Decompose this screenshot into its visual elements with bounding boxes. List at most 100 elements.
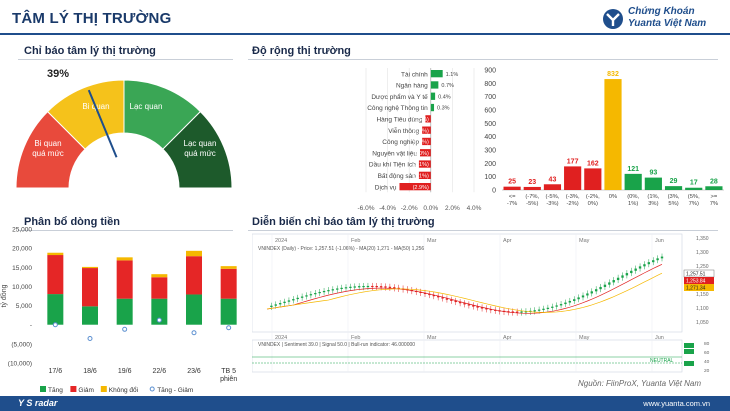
candle-body: [581, 295, 585, 298]
distribution-bar: [624, 173, 642, 190]
flow-bar-segment: [47, 255, 64, 295]
candle-body: [450, 299, 453, 301]
legend-label: Tăng - Giảm: [157, 387, 193, 394]
candle-body: [524, 311, 528, 313]
y-tick-label: 200: [484, 161, 496, 168]
candle-body: [555, 305, 558, 307]
distribution-bar: [705, 186, 723, 190]
category-label: Dịch vụ: [375, 184, 397, 191]
candle-body: [463, 303, 466, 305]
sector-bar: [430, 92, 436, 100]
price-tick-label: 1,150: [696, 292, 709, 298]
data-label: 121: [627, 166, 639, 173]
sector-bar: [430, 81, 439, 89]
category-label: Công nghệ Thông tin: [367, 105, 428, 112]
flow-bar-segment: [151, 298, 168, 325]
data-label: 23: [528, 179, 536, 186]
value-label: 1.1%: [446, 72, 459, 78]
distribution-bar: [685, 187, 703, 190]
candle-body: [546, 307, 550, 309]
candle-body: [423, 292, 427, 295]
candle-body: [594, 289, 598, 292]
gauge-zone-label: Lạc quan: [184, 139, 217, 148]
yuanta-logo-icon: [603, 9, 623, 29]
x-tick-label: 23/6: [187, 368, 201, 375]
candle-body: [634, 268, 637, 271]
distribution-bar: [644, 177, 662, 190]
candle-body: [283, 301, 286, 304]
y-tick-label: 20,000: [12, 246, 32, 253]
candle-body: [480, 307, 484, 309]
sentiment-history-chart: 2024 2024 Feb Feb Mar Mar Apr Apr May May Jun Jun VN…: [252, 233, 715, 374]
candle-body: [379, 286, 383, 288]
flow-bar-segment: [47, 294, 64, 325]
flow-bar-segment: [220, 298, 237, 325]
oscillator-tag: [684, 343, 694, 348]
net-flow-dot: [52, 322, 58, 328]
candle-body: [485, 308, 488, 310]
source-note: Nguồn: FiinProX, Yuanta Việt Nam: [578, 379, 702, 388]
candle-body: [375, 285, 378, 288]
candle-body: [542, 308, 545, 310]
candle-body: [270, 305, 273, 307]
oscillator-tag: [684, 349, 694, 354]
candle-body: [559, 304, 563, 306]
y-tick-label: 500: [484, 121, 496, 128]
candle-body: [305, 295, 308, 297]
x-tick-label: 22/6: [153, 368, 167, 375]
candle-body: [344, 287, 348, 289]
candle-body: [621, 275, 624, 278]
candle-body: [331, 289, 335, 291]
candle-body: [314, 293, 317, 295]
candle-body: [573, 299, 576, 301]
month-label: Jun: [655, 238, 664, 244]
candle-body: [296, 297, 299, 300]
price-tag: [684, 284, 714, 291]
candle-body: [643, 264, 646, 267]
data-label: 43: [549, 176, 557, 183]
candle-body: [274, 304, 277, 306]
y-tick-label: 100: [484, 174, 496, 181]
page-title: TÂM LÝ THỊ TRƯỜNG: [12, 10, 172, 27]
category-label: Viễn thông: [388, 126, 419, 135]
data-label: 29: [670, 178, 678, 185]
x-tick-label: 7%): [689, 201, 699, 207]
candle-body: [366, 285, 370, 288]
candle-body: [652, 260, 655, 263]
breadth-section-title: Độ rộng thị trường: [252, 45, 351, 57]
net-flow-dot: [87, 335, 93, 341]
data-label: 25: [508, 179, 516, 186]
sector-bar: [420, 149, 431, 157]
value-label: (1.0%): [413, 151, 429, 157]
price-tick-label: 1,100: [696, 306, 709, 312]
price-distribution-chart: 0 100 200 300 400 500 600 700 800 900 25 <=-7% 23 (-7…: [484, 68, 724, 207]
x-tick-label: <=: [509, 194, 516, 200]
candle-body: [445, 298, 449, 300]
footer: Y S radar www.yuanta.com.vn: [0, 396, 730, 411]
y-axis-label: tỷ đồng: [0, 284, 8, 307]
chart-info-text: VNINDEX (Daily) - Price: 1,257.51 (-1.06…: [258, 246, 424, 252]
x-tick-label: 5%): [668, 201, 678, 207]
candle-body: [353, 286, 356, 288]
net-flow-dot: [156, 317, 162, 323]
value-label: 0.7%: [441, 83, 454, 89]
candle-body: [340, 287, 343, 290]
legend-label: Không đổi: [109, 386, 138, 394]
y-tick-label: 400: [484, 134, 496, 141]
x-tick-label: (5%,: [688, 194, 700, 200]
candle-body: [529, 310, 532, 312]
legend-swatch: [40, 386, 46, 392]
y-tick-label: 25,000: [12, 227, 32, 234]
neutral-label: NEUTRAL: [650, 358, 674, 364]
month-label: Jun: [655, 335, 664, 341]
gauge-section-title: Chỉ báo tâm lý thị trường: [24, 45, 156, 57]
distribution-bar: [523, 186, 541, 190]
sector-bar: [430, 70, 443, 78]
category-label: Nguyên vật liệu: [372, 150, 417, 157]
candle-body: [357, 286, 361, 288]
x-tick-label: 0%: [609, 194, 617, 200]
month-label: Apr: [503, 238, 512, 244]
legend-swatch: [100, 386, 107, 392]
y-tick-label: 300: [484, 148, 496, 155]
candle-body: [393, 287, 396, 289]
